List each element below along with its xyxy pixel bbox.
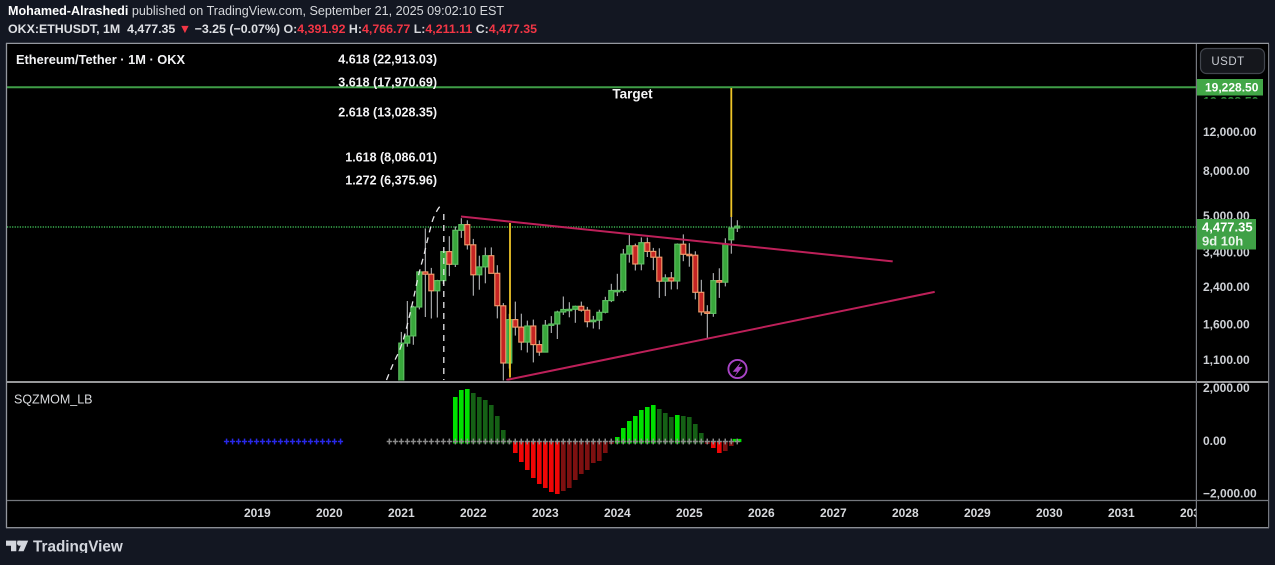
svg-text:SQZMOM_LB: SQZMOM_LB [14, 393, 93, 407]
svg-text:19,228.50: 19,228.50 [1205, 81, 1259, 95]
svg-text:2025: 2025 [676, 506, 703, 520]
svg-text:2027: 2027 [820, 506, 847, 520]
svg-text:2,400.00: 2,400.00 [1203, 280, 1250, 294]
svg-text:2026: 2026 [748, 506, 775, 520]
svg-text:1,600.00: 1,600.00 [1203, 318, 1250, 332]
svg-text:2030: 2030 [1036, 506, 1063, 520]
svg-text:1.272 (6,375.96): 1.272 (6,375.96) [345, 174, 437, 188]
svg-text:9d 10h: 9d 10h [1202, 234, 1243, 249]
svg-text:−2,000.00: −2,000.00 [1203, 487, 1257, 501]
svg-text:4.618 (22,913.03): 4.618 (22,913.03) [338, 53, 437, 67]
svg-text:12,000.00: 12,000.00 [1203, 125, 1257, 139]
svg-text:USDT: USDT [1211, 56, 1244, 68]
svg-text:2021: 2021 [388, 506, 415, 520]
svg-text:2029: 2029 [964, 506, 991, 520]
svg-text:2,000.00: 2,000.00 [1203, 381, 1250, 395]
svg-text:19,228.50: 19,228.50 [1203, 95, 1259, 109]
svg-text:8,000.00: 8,000.00 [1203, 164, 1250, 178]
svg-text:2022: 2022 [460, 506, 487, 520]
svg-text:2.618 (13,028.35): 2.618 (13,028.35) [338, 106, 437, 120]
svg-text:1,100.00: 1,100.00 [1203, 353, 1250, 367]
svg-text:4,477.35: 4,477.35 [1202, 220, 1253, 235]
svg-text:1.618 (8,086.01): 1.618 (8,086.01) [345, 151, 437, 165]
svg-text:2019: 2019 [244, 506, 271, 520]
svg-text:2032: 2032 [1180, 506, 1207, 520]
svg-text:2023: 2023 [532, 506, 559, 520]
svg-text:2028: 2028 [892, 506, 919, 520]
svg-text:Target: Target [612, 87, 653, 102]
svg-text:Ethereum/Tether · 1M · OKX: Ethereum/Tether · 1M · OKX [16, 52, 185, 67]
svg-text:2031: 2031 [1108, 506, 1135, 520]
svg-text:2024: 2024 [604, 506, 631, 520]
svg-text:2020: 2020 [316, 506, 343, 520]
svg-text:3.618 (17,970.69): 3.618 (17,970.69) [338, 76, 437, 90]
svg-text:0.00: 0.00 [1203, 434, 1227, 448]
svg-text:TradingView: TradingView [33, 539, 123, 553]
